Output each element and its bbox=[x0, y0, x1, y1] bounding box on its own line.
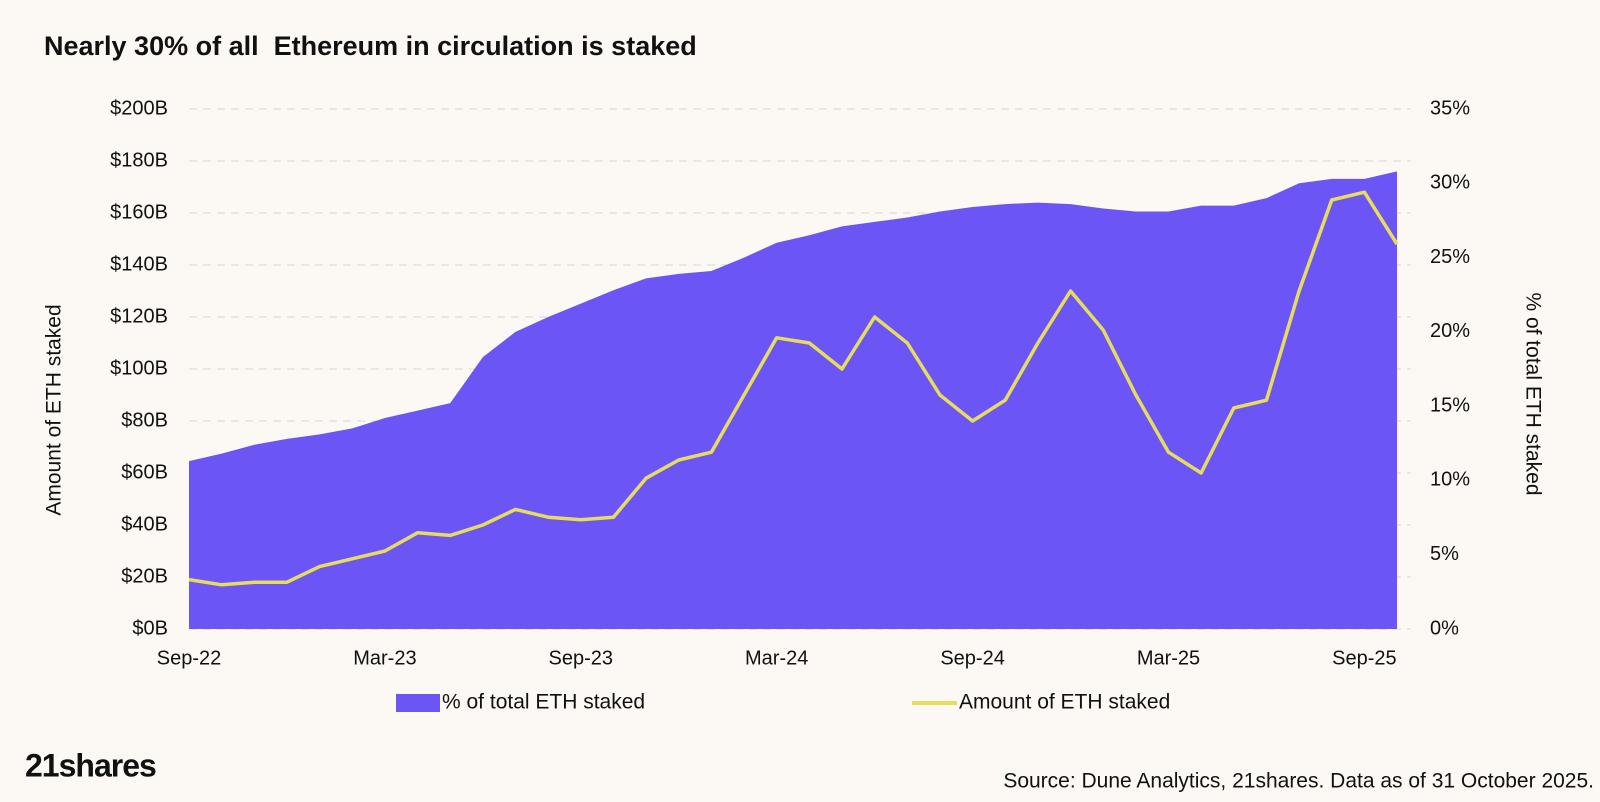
y-tick-label: $0B bbox=[132, 617, 168, 639]
x-tick-label: Sep-23 bbox=[549, 647, 614, 669]
x-tick-label: Mar-25 bbox=[1137, 647, 1200, 669]
y2-tick-label: 10% bbox=[1430, 469, 1470, 491]
y-tick-label: $40B bbox=[121, 513, 168, 535]
y2-tick-label: 5% bbox=[1430, 543, 1459, 565]
chart-title: Nearly 30% of all Ethereum in circulatio… bbox=[44, 31, 697, 61]
x-tick-label: Sep-24 bbox=[940, 647, 1005, 669]
y-tick-label: $60B bbox=[121, 461, 168, 483]
brand-logo: 21shares bbox=[25, 747, 156, 783]
y2-tick-label: 30% bbox=[1430, 172, 1470, 194]
area bbox=[189, 171, 1398, 629]
legend-label: % of total ETH staked bbox=[442, 691, 645, 714]
y-tick-label: $80B bbox=[121, 409, 168, 431]
y2-tick-label: 35% bbox=[1430, 97, 1470, 119]
y-axis-title: Amount of ETH staked bbox=[43, 304, 66, 515]
y-tick-label: $140B bbox=[110, 253, 168, 275]
legend-label: Amount of ETH staked bbox=[959, 691, 1170, 714]
y-tick-label: $20B bbox=[121, 565, 168, 587]
y2-tick-label: 20% bbox=[1430, 320, 1470, 342]
y2-tick-label: 15% bbox=[1430, 394, 1470, 416]
y-tick-label: $200B bbox=[110, 97, 168, 119]
y2-tick-label: 25% bbox=[1430, 246, 1470, 268]
y-tick-label: $180B bbox=[110, 149, 168, 171]
line bbox=[188, 190, 1399, 587]
x-tick-label: Mar-24 bbox=[745, 647, 808, 669]
source-note: Source: Dune Analytics, 21shares. Data a… bbox=[1003, 770, 1594, 793]
y2-tick-label: 0% bbox=[1430, 617, 1459, 639]
x-tick-label: Sep-22 bbox=[157, 647, 222, 669]
x-tick-label: Mar-23 bbox=[353, 647, 416, 669]
y-tick-label: $160B bbox=[110, 201, 168, 223]
legend-swatch bbox=[396, 694, 440, 712]
y-tick-label: $100B bbox=[110, 357, 168, 379]
y-tick-label: $120B bbox=[110, 305, 168, 327]
x-tick-label: Sep-25 bbox=[1332, 647, 1397, 669]
y2-axis-title: % of total ETH staked bbox=[1521, 292, 1544, 495]
